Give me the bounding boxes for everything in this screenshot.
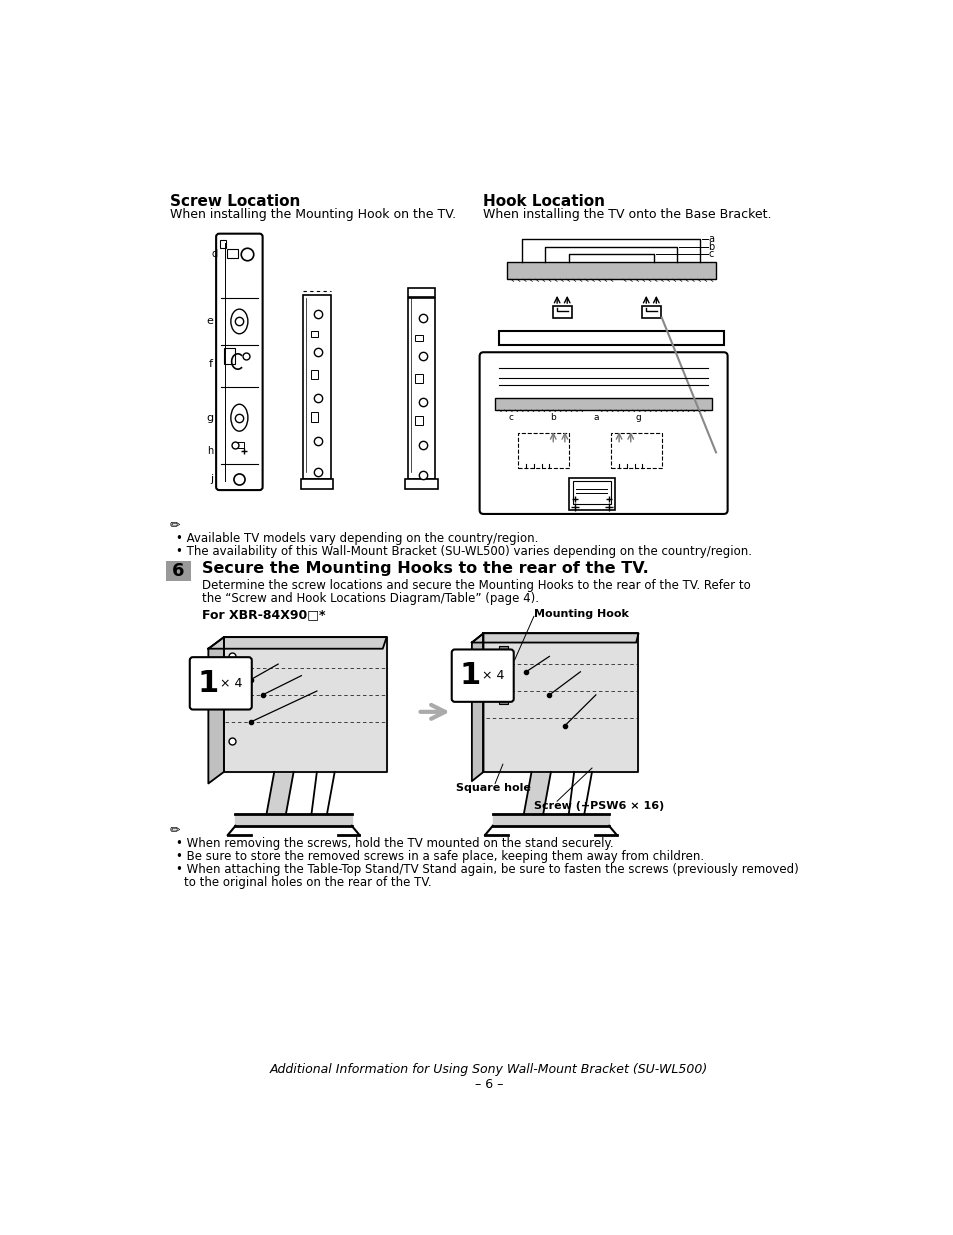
Polygon shape	[235, 814, 352, 826]
Bar	[498, 689, 508, 704]
Text: For XBR-84X90□*: For XBR-84X90□*	[202, 609, 325, 621]
Bar	[405, 479, 437, 489]
Bar	[415, 374, 422, 383]
Text: × 4: × 4	[482, 669, 504, 682]
Text: Secure the Mounting Hooks to the rear of the TV.: Secure the Mounting Hooks to the rear of…	[202, 561, 648, 576]
Text: ✏: ✏	[170, 824, 180, 837]
Bar	[224, 348, 235, 364]
Text: a: a	[593, 414, 598, 422]
Text: ✏: ✏	[170, 520, 180, 532]
FancyBboxPatch shape	[216, 233, 262, 490]
Bar	[220, 240, 226, 247]
Bar	[495, 398, 711, 410]
Text: – 6 –: – 6 –	[475, 1078, 502, 1092]
Text: • The availability of this Wall-Mount Bracket (SU-WL500) varies depending on the: • The availability of this Wall-Mount Br…	[175, 545, 751, 558]
Text: 6: 6	[172, 562, 184, 580]
Text: f: f	[209, 359, 213, 369]
Bar	[407, 288, 435, 296]
Text: e: e	[206, 316, 213, 326]
Ellipse shape	[231, 309, 248, 333]
Text: b: b	[707, 242, 714, 252]
Polygon shape	[472, 634, 638, 642]
Ellipse shape	[231, 404, 248, 431]
FancyBboxPatch shape	[479, 352, 727, 514]
Bar	[236, 442, 244, 448]
Text: Screw Location: Screw Location	[170, 194, 299, 210]
Text: • When removing the screws, hold the TV mounted on the stand securely.: • When removing the screws, hold the TV …	[175, 836, 613, 850]
Text: b: b	[550, 414, 556, 422]
Text: h: h	[207, 446, 213, 456]
Bar	[300, 479, 333, 489]
Text: g: g	[635, 414, 640, 422]
Bar	[303, 294, 331, 479]
Text: × 4: × 4	[220, 677, 243, 690]
Polygon shape	[472, 634, 483, 782]
Text: 1: 1	[459, 661, 480, 690]
Bar	[553, 306, 571, 317]
Text: g: g	[206, 412, 213, 422]
Text: Mounting Hook: Mounting Hook	[534, 609, 628, 619]
Bar	[572, 480, 611, 504]
Bar	[166, 561, 191, 580]
Text: • Be sure to store the removed screws in a safe place, keeping them away from ch: • Be sure to store the removed screws in…	[175, 850, 703, 863]
Text: 1: 1	[197, 669, 219, 698]
Bar	[311, 370, 318, 379]
FancyBboxPatch shape	[190, 657, 252, 710]
Text: Determine the screw locations and secure the Mounting Hooks to the rear of the T: Determine the screw locations and secure…	[202, 579, 750, 593]
Text: Hook Location: Hook Location	[483, 194, 605, 210]
FancyBboxPatch shape	[452, 650, 513, 701]
Text: a: a	[707, 235, 714, 245]
Bar	[311, 412, 318, 421]
Bar	[641, 306, 660, 317]
Text: c: c	[707, 249, 713, 259]
Polygon shape	[266, 772, 294, 814]
Bar	[415, 335, 422, 341]
Text: to the original holes on the rear of the TV.: to the original holes on the rear of the…	[183, 876, 431, 889]
Polygon shape	[224, 637, 386, 772]
Bar	[498, 331, 723, 345]
Text: d: d	[212, 248, 217, 258]
Bar	[415, 416, 422, 425]
Bar	[611, 433, 661, 468]
Bar	[407, 299, 435, 479]
Bar	[568, 478, 615, 510]
Bar	[498, 646, 508, 662]
Text: Additional Information for Using Sony Wall-Mount Bracket (SU-WL500): Additional Information for Using Sony Wa…	[270, 1063, 707, 1076]
Polygon shape	[208, 637, 224, 783]
Polygon shape	[483, 634, 638, 772]
Bar	[517, 433, 568, 468]
Polygon shape	[523, 772, 550, 814]
Text: When installing the TV onto the Base Bracket.: When installing the TV onto the Base Bra…	[483, 209, 771, 221]
Text: When installing the Mounting Hook on the TV.: When installing the Mounting Hook on the…	[170, 209, 456, 221]
Text: c: c	[508, 414, 513, 422]
Polygon shape	[208, 637, 386, 648]
Bar	[311, 331, 318, 337]
Text: • Available TV models vary depending on the country/region.: • Available TV models vary depending on …	[175, 531, 537, 545]
Text: the “Screw and Hook Locations Diagram/Table” (page 4).: the “Screw and Hook Locations Diagram/Ta…	[202, 592, 538, 605]
Text: j: j	[210, 474, 213, 484]
Bar	[506, 262, 716, 279]
Text: Screw (+PSW6 × 16): Screw (+PSW6 × 16)	[534, 802, 663, 811]
Text: Square hole: Square hole	[456, 783, 531, 793]
Bar	[227, 249, 237, 258]
Text: • When attaching the Table-Top Stand/TV Stand again, be sure to fasten the screw: • When attaching the Table-Top Stand/TV …	[175, 863, 798, 876]
Polygon shape	[493, 814, 608, 826]
